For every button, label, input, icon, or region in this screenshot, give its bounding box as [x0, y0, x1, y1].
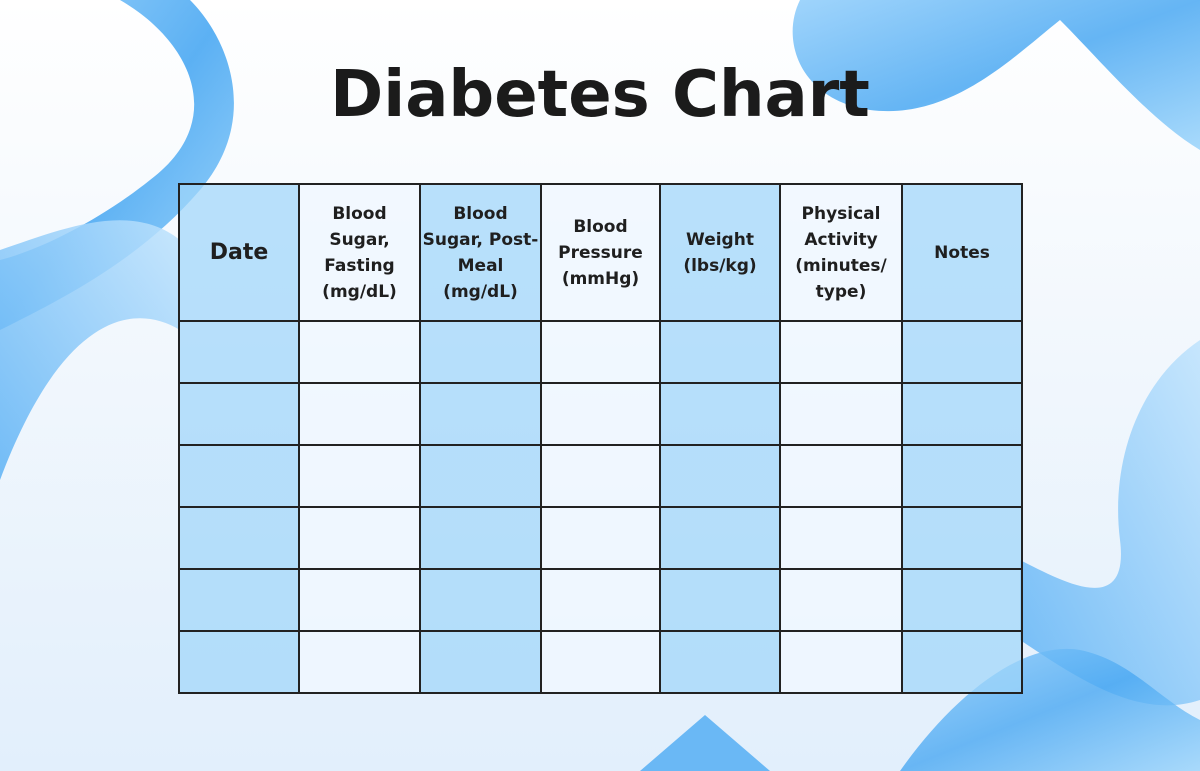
table-cell[interactable]: [779, 568, 903, 632]
header-row: Date Blood Sugar, Fasting (mg/dL) Blood Su…: [178, 183, 1023, 322]
ribbon-left: [0, 220, 180, 480]
table-cell[interactable]: [298, 382, 421, 446]
table-cell[interactable]: [419, 568, 542, 632]
table-cell[interactable]: [659, 630, 781, 694]
table-cell[interactable]: [178, 630, 300, 694]
table-cell[interactable]: [178, 568, 300, 632]
column-header: Physical Activity (minutes/ type): [779, 183, 903, 322]
table-row: [178, 444, 1023, 508]
table-cell[interactable]: [178, 320, 300, 384]
table-cell[interactable]: [901, 320, 1023, 384]
table-cell[interactable]: [540, 506, 661, 570]
table-row: [178, 320, 1023, 384]
ribbon-bottom-right: [900, 648, 1200, 771]
table-cell[interactable]: [901, 444, 1023, 508]
ribbon-top-right: [792, 0, 1200, 150]
table-cell[interactable]: [419, 444, 542, 508]
table-row: [178, 506, 1023, 570]
table-cell[interactable]: [779, 320, 903, 384]
table-cell[interactable]: [540, 568, 661, 632]
table-row: [178, 382, 1023, 446]
table-cell[interactable]: [419, 382, 542, 446]
column-header: Blood Sugar, Post-Meal (mg/dL): [419, 183, 542, 322]
table-cell[interactable]: [779, 382, 903, 446]
table-cell[interactable]: [540, 444, 661, 508]
table-cell[interactable]: [779, 506, 903, 570]
table-cell[interactable]: [298, 630, 421, 694]
column-header: Blood Pressure (mmHg): [540, 183, 661, 322]
table-cell[interactable]: [178, 444, 300, 508]
table-cell[interactable]: [178, 382, 300, 446]
table-cell[interactable]: [659, 382, 781, 446]
table-cell[interactable]: [901, 506, 1023, 570]
table-cell[interactable]: [298, 568, 421, 632]
table-cell[interactable]: [419, 506, 542, 570]
table-cell[interactable]: [298, 506, 421, 570]
diabetes-log-table: Date Blood Sugar, Fasting (mg/dL) Blood Su…: [178, 183, 1023, 694]
table-cell[interactable]: [540, 382, 661, 446]
table-cell[interactable]: [659, 568, 781, 632]
table-cell[interactable]: [901, 568, 1023, 632]
table-row: [178, 568, 1023, 632]
column-header: Notes: [901, 183, 1023, 322]
ribbon-right: [1020, 340, 1200, 706]
table-cell[interactable]: [779, 630, 903, 694]
table-cell[interactable]: [659, 320, 781, 384]
column-header: Blood Sugar, Fasting (mg/dL): [298, 183, 421, 322]
column-header: Weight (lbs/kg): [659, 183, 781, 322]
table-cell[interactable]: [419, 320, 542, 384]
table-cell[interactable]: [901, 630, 1023, 694]
ribbon-bottom: [640, 715, 770, 771]
column-header: Date: [178, 183, 300, 322]
table-cell[interactable]: [419, 630, 542, 694]
table-cell[interactable]: [659, 444, 781, 508]
table-cell[interactable]: [178, 506, 300, 570]
table-cell[interactable]: [779, 444, 903, 508]
table-cell[interactable]: [540, 630, 661, 694]
table-cell[interactable]: [298, 320, 421, 384]
table-cell[interactable]: [540, 320, 661, 384]
table-cell[interactable]: [659, 506, 781, 570]
page-title: Diabetes Chart: [330, 58, 870, 132]
table-cell[interactable]: [901, 382, 1023, 446]
table-cell[interactable]: [298, 444, 421, 508]
table-row: [178, 630, 1023, 694]
